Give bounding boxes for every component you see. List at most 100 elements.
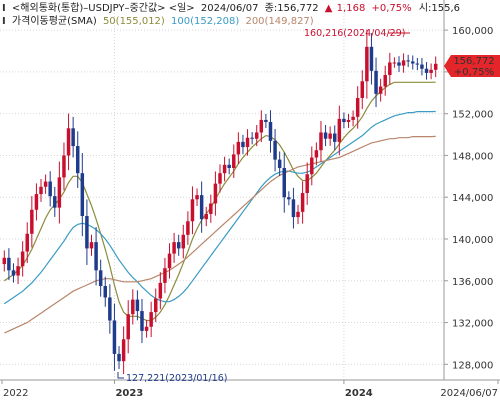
candle-up [163,268,167,283]
header-close: 종:156,772 [265,2,319,14]
header-line1: I <해외통화(통합)–USDJPY–중간값> <일> 2024/06/07 종… [2,1,460,14]
sma50-label: 50(155,012) [103,16,165,27]
candle-up [195,195,199,200]
sma100-label: 100(152,208) [171,16,239,27]
price-axis-tick-label: 128,000 [452,360,493,371]
candle-down [140,311,144,331]
candle-up [218,173,222,184]
candle-down [323,132,328,139]
gridlines [0,4,444,380]
candle-up [355,98,360,117]
candle-up [66,128,71,156]
candle-up [43,181,48,187]
candle-up [429,69,433,73]
date-axis-tick-label: 2024 [345,388,373,399]
candle-up [89,242,94,249]
candle-down [103,286,108,298]
candle-up [149,312,153,327]
header-open: 시:155,6 [419,2,460,14]
candle-up [34,194,39,210]
low-annotation-label: 127,221(2023/01/16) [126,373,227,384]
candle-up [121,339,126,362]
candle-up [259,119,264,133]
high-annotation: 160,216(2024/04/29) [304,28,410,39]
candlesticks [2,29,438,375]
candle-up [392,62,397,64]
candle-down [53,196,57,208]
candle-down [277,159,282,168]
candle-down [273,140,277,160]
candle-up [337,118,342,142]
price-axis-tick-label: 160,000 [452,26,493,37]
candle-up [126,314,130,340]
sma-title: 가격이동평균(SMA) [12,14,97,27]
candle-down [135,299,140,312]
candle-down [98,270,103,286]
candle-down [94,242,98,271]
price-axis-tick-label: 136,000 [452,277,493,288]
candle-down [80,173,85,217]
sma-marker: I [2,16,6,27]
candle-down [176,242,181,249]
candle-up [254,132,259,139]
candle-down [117,353,121,362]
candle-up [378,86,383,94]
chart-header: I <해외통화(통합)–USDJPY–중간값> <일> 2024/06/07 종… [2,1,460,27]
candle-up [310,157,314,175]
candle-down [11,270,16,276]
candle-down [7,257,11,271]
candle-up [232,154,236,168]
candle-up [388,62,392,76]
candle-up [144,326,149,331]
low-annotation: 127,221(2023/01/16) [117,372,227,384]
candle-up [222,164,227,174]
header-change-arrow: ▲ [325,3,333,14]
candle-up [158,282,163,299]
header-change-pct: +0,75% [372,3,412,14]
candle-down [397,62,401,66]
candle-up [213,183,218,204]
candle-down [241,141,245,148]
date-axis-tick-label: 2023 [115,388,143,399]
candle-up [209,203,213,214]
price-axis-tick-label: 140,000 [452,235,493,246]
header-title: <해외통화(통합)–USDJPY–중간값> <일> [12,1,195,14]
candle-up [245,137,250,148]
candle-up [39,186,43,195]
candle-down [75,146,80,174]
price-axis-tick-label: 144,000 [452,193,493,204]
candle-down [424,68,429,73]
candle-up [314,150,319,158]
candle-up [57,177,62,208]
sma100-line [3,110,436,305]
candle-down [342,118,346,123]
header-change: 1,168 [337,3,366,14]
price-tag-shape [444,55,500,77]
candle-down [48,181,52,197]
candle-down [108,297,112,321]
candle-up [296,211,300,218]
candle-up [131,299,135,315]
candle-up [300,193,305,212]
candle-down [287,197,291,200]
sma200-line [4,135,436,334]
candle-up [154,298,158,313]
header-date: 2024/06/07 [201,3,259,14]
low-annotation-leader [117,372,124,379]
price-tag-value: 156,772 [453,56,494,67]
price-tag-pct: +0,75% [454,67,494,78]
candle-up [62,155,66,178]
candle-up [186,221,190,235]
candle-down [227,164,231,168]
last-price-tag: 156,772 +0,75% [444,55,500,78]
candle-up [351,116,355,120]
header-marker: I [2,3,6,14]
candle-down [268,122,273,141]
candle-up [181,234,186,249]
candle-down [406,60,410,62]
sma200-label: 200(149,827) [245,16,313,27]
candle-down [199,195,204,220]
candle-up [305,174,309,194]
price-axis-tick-label: 148,000 [452,151,493,162]
